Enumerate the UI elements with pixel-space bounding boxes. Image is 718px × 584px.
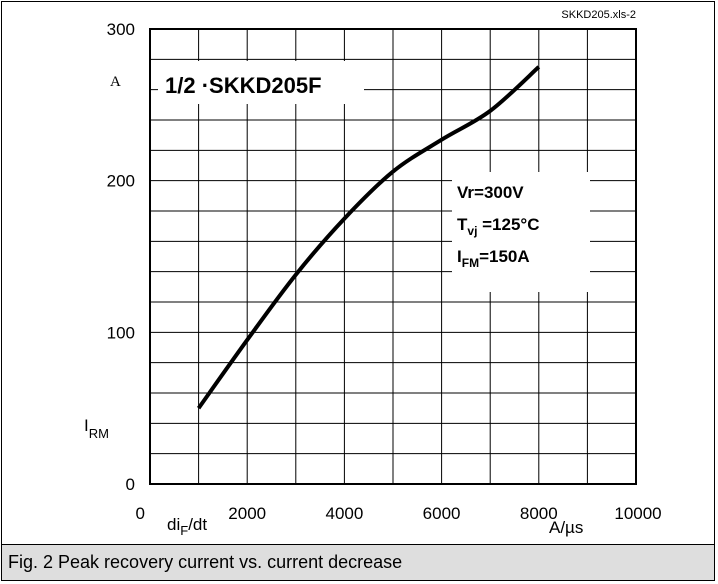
condition-label: Vr=300V bbox=[457, 183, 524, 202]
file-tag: SKKD205.xls-2 bbox=[561, 9, 636, 21]
title-box bbox=[158, 61, 364, 104]
condition-label: IFM=150A bbox=[457, 247, 530, 270]
y-unit: A bbox=[110, 74, 121, 90]
caption-bar: Fig. 2 Peak recovery current vs. current… bbox=[2, 544, 714, 580]
x-tick-label: 8000 bbox=[520, 504, 558, 523]
figure-caption: Fig. 2 Peak recovery current vs. current… bbox=[8, 552, 403, 572]
x-tick-label: 2000 bbox=[228, 504, 266, 523]
conditions-box bbox=[452, 172, 590, 292]
x-tick-label: 4000 bbox=[325, 504, 363, 523]
y-tick-label: 100 bbox=[107, 323, 135, 342]
y-tick-label: 0 bbox=[126, 475, 135, 494]
chart-title: 1/2 ·SKKD205F bbox=[165, 73, 322, 98]
y-axis-label: IRM bbox=[84, 416, 109, 441]
data-series-line bbox=[196, 65, 541, 410]
x-unit: A/µs bbox=[549, 518, 583, 537]
condition-label: Tvj =125°C bbox=[457, 215, 540, 238]
x-tick-label: 6000 bbox=[423, 504, 461, 523]
y-tick-label: 300 bbox=[107, 20, 135, 39]
x-tick-label: 0 bbox=[136, 504, 145, 523]
y-tick-label: 200 bbox=[107, 172, 135, 191]
x-axis-label: diF/dt bbox=[167, 515, 207, 538]
plot-border bbox=[149, 28, 637, 485]
chart: 0 100 200 300 0 2000 4000 6000 8000 10000 A IRM diF/… bbox=[84, 9, 662, 538]
x-tick-label: 10000 bbox=[614, 504, 661, 523]
